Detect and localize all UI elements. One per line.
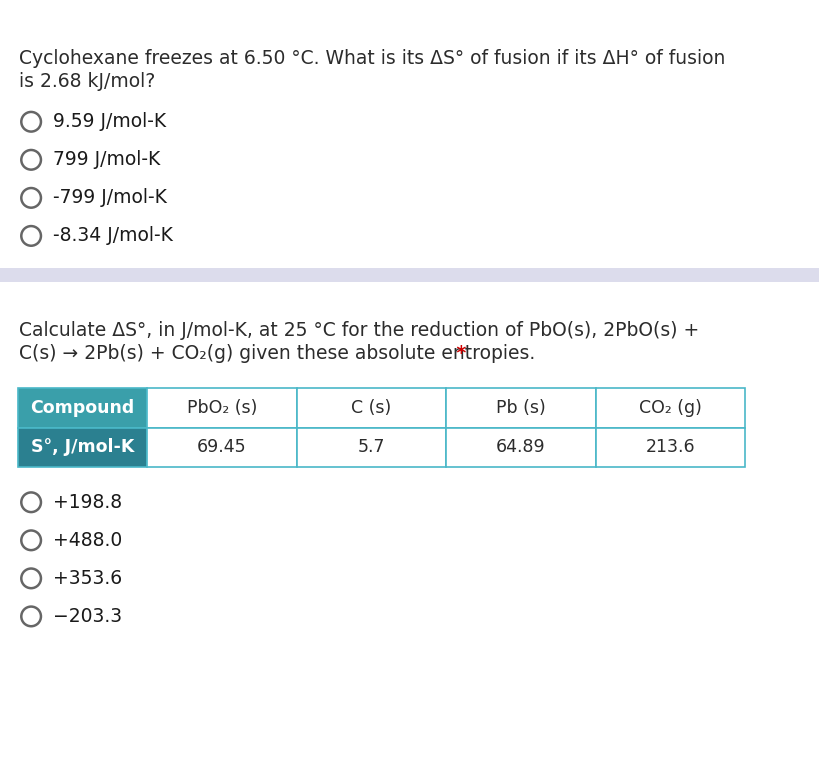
Text: +353.6: +353.6 [53,569,122,587]
Text: *: * [450,344,466,363]
Text: -8.34 J/mol-K: -8.34 J/mol-K [53,227,173,245]
Bar [595,388,745,428]
Bar [147,428,296,467]
Text: Pb (s): Pb (s) [496,399,546,417]
Bar [595,428,745,467]
Bar [147,388,296,428]
Text: 9.59 J/mol-K: 9.59 J/mol-K [53,113,166,131]
Text: Compound: Compound [30,399,135,417]
Text: S°, J/mol-K: S°, J/mol-K [31,438,134,457]
Bar [296,428,446,467]
Bar [18,388,147,428]
Text: PbO₂ (s): PbO₂ (s) [187,399,257,417]
Text: C(s) → 2Pb(s) + CO₂(g) given these absolute entropies.: C(s) → 2Pb(s) + CO₂(g) given these absol… [19,344,535,363]
Text: -799 J/mol-K: -799 J/mol-K [53,189,167,207]
Text: 69.45: 69.45 [197,438,247,457]
Text: 799 J/mol-K: 799 J/mol-K [53,151,161,169]
Text: 213.6: 213.6 [645,438,695,457]
Text: 5.7: 5.7 [358,438,385,457]
Text: +488.0: +488.0 [53,531,123,549]
Bar [446,388,595,428]
Text: CO₂ (g): CO₂ (g) [639,399,702,417]
Text: +198.8: +198.8 [53,493,122,511]
Bar [446,428,595,467]
Text: C (s): C (s) [351,399,391,417]
Text: −203.3: −203.3 [53,607,122,626]
Text: is 2.68 kJ/mol?: is 2.68 kJ/mol? [19,72,155,91]
Bar [18,428,147,467]
Text: Calculate ΔS°, in J/mol-K, at 25 °C for the reduction of PbO(s), 2PbO(s) +: Calculate ΔS°, in J/mol-K, at 25 °C for … [19,321,699,340]
Bar [0,268,819,282]
Text: 64.89: 64.89 [496,438,545,457]
Bar [296,388,446,428]
Text: Cyclohexane freezes at 6.50 °C. What is its ΔS° of fusion if its ΔH° of fusion: Cyclohexane freezes at 6.50 °C. What is … [19,49,725,68]
